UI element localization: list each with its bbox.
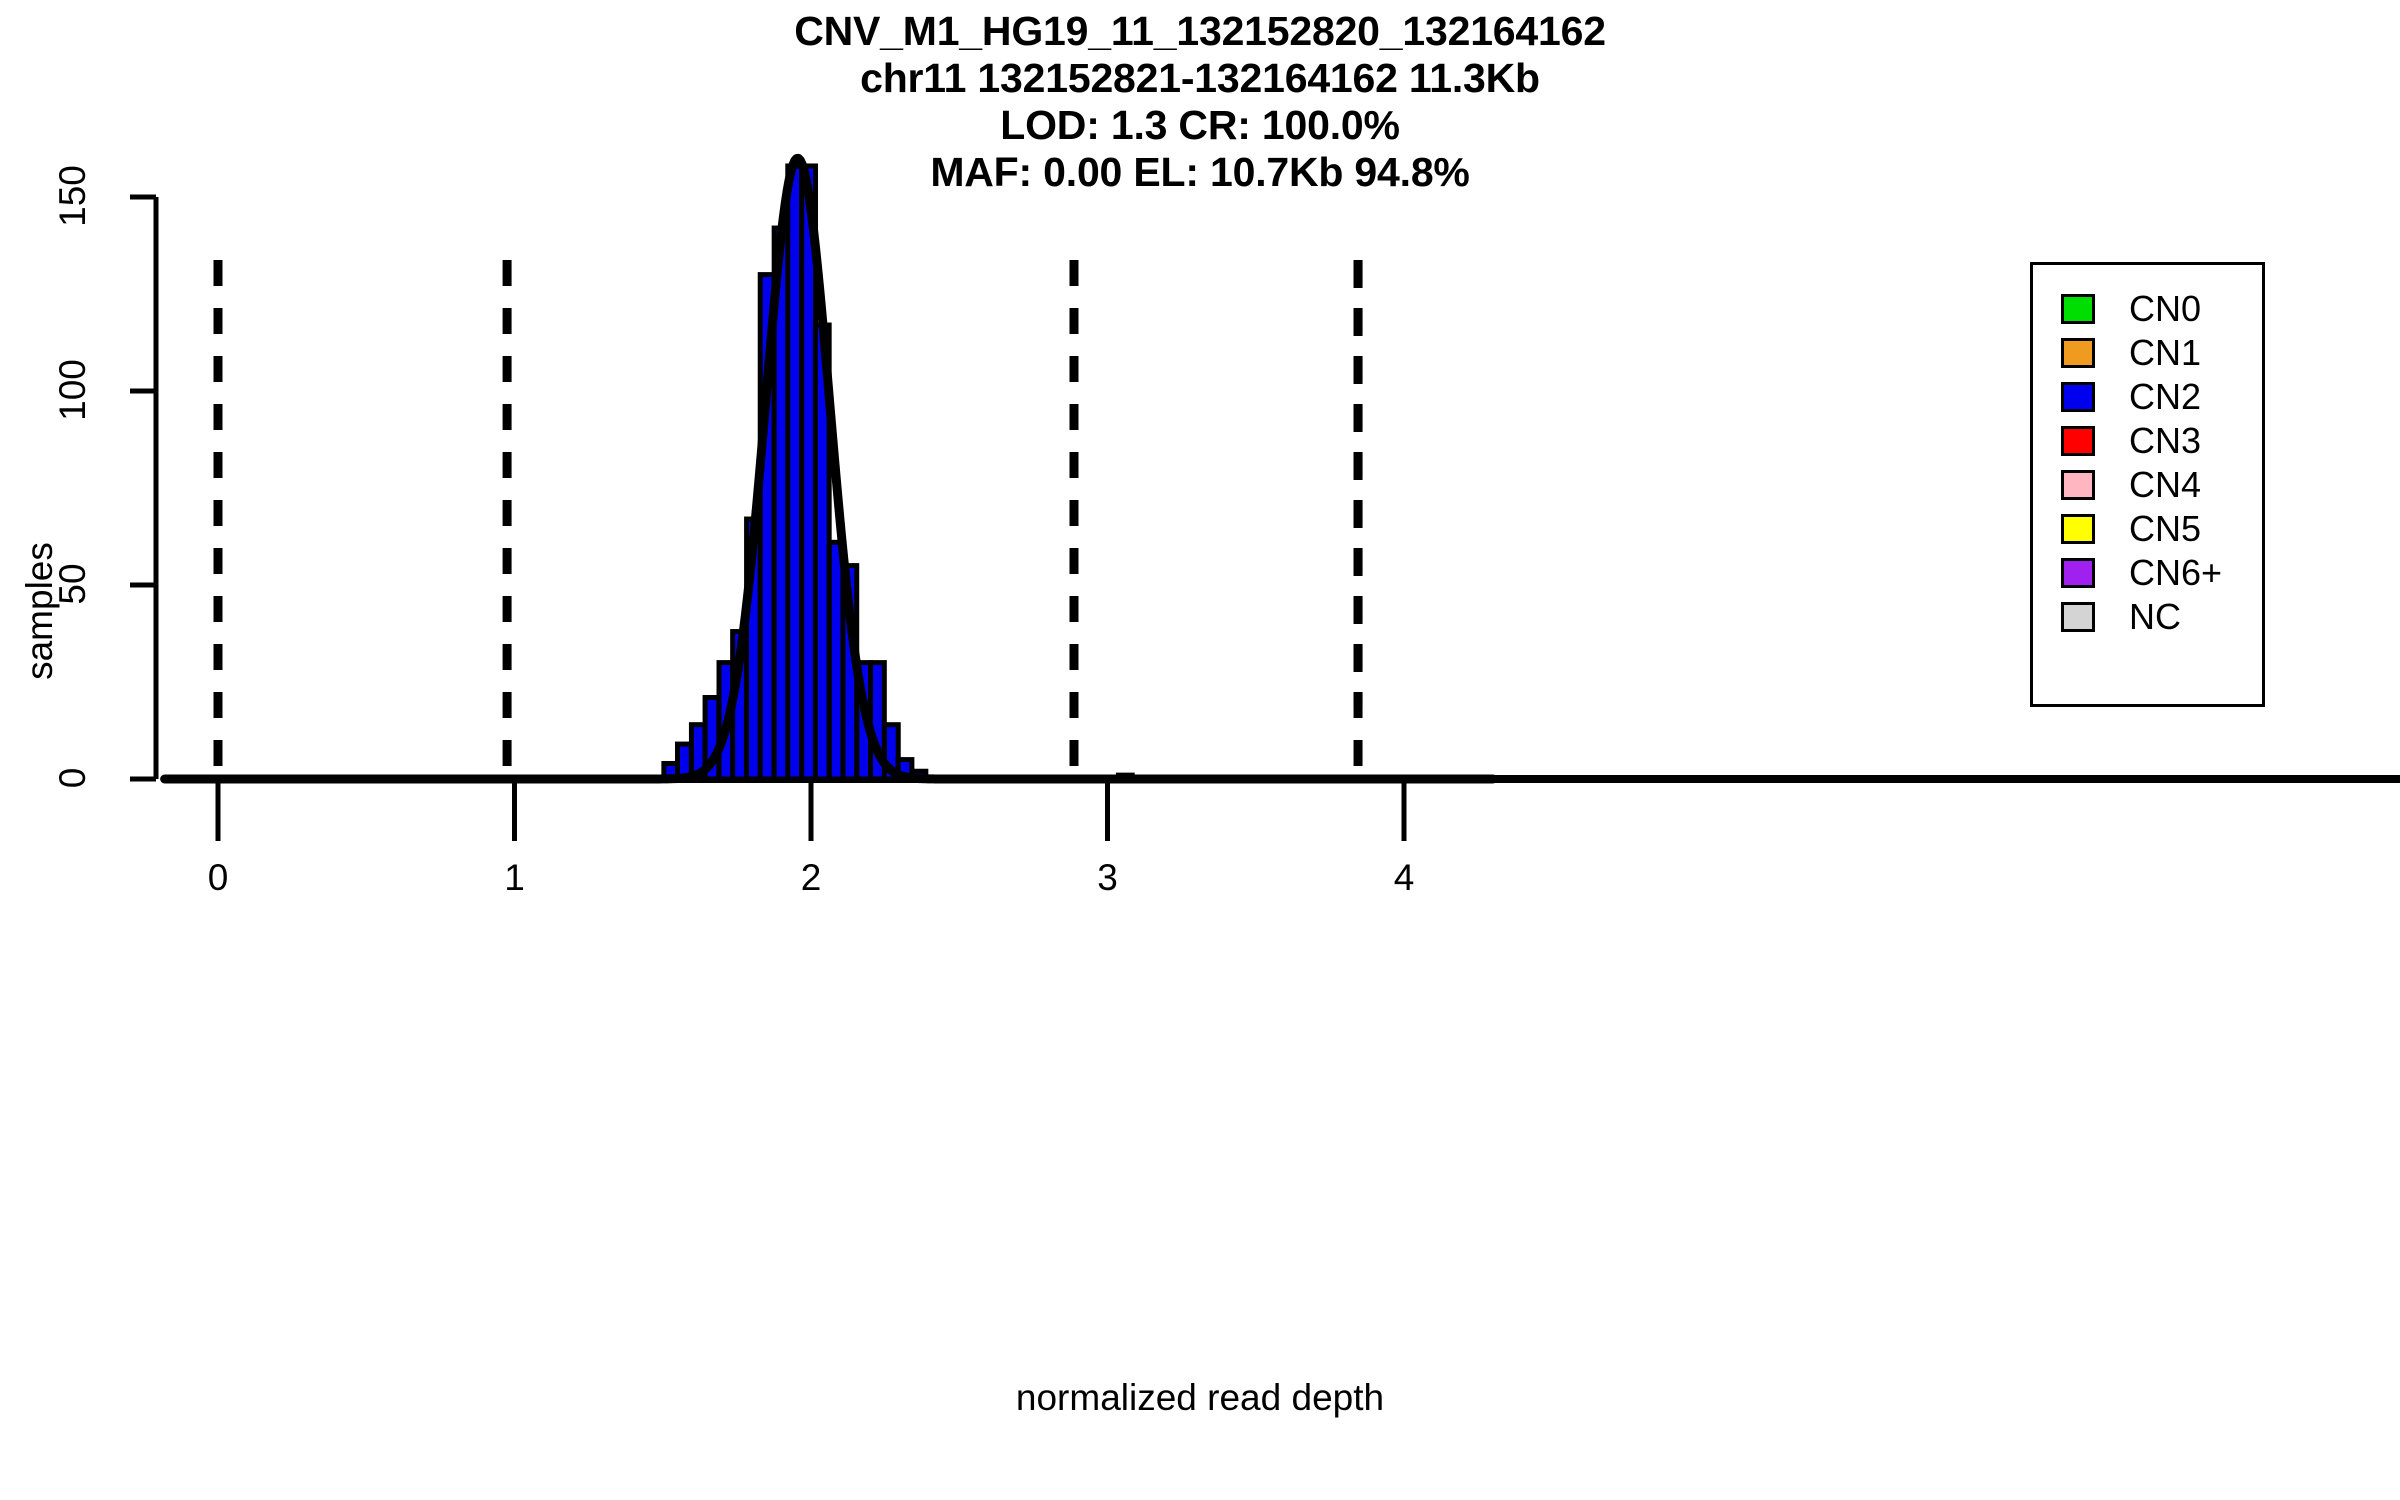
y-tick-label: 150 (52, 165, 93, 227)
title-line-2: chr11 132152821-132164162 11.3Kb (860, 55, 1540, 101)
legend-item-cn1: CN1 (2033, 331, 2262, 375)
y-tick-label: 100 (52, 359, 93, 421)
legend-swatch-icon (2061, 338, 2095, 368)
legend-label: CN6+ (2129, 552, 2223, 593)
x-tick-label: 1 (504, 857, 525, 898)
y-tick-label: 0 (52, 767, 93, 789)
legend-label: CN4 (2129, 464, 2202, 505)
legend-swatch-icon (2061, 470, 2095, 500)
legend-item-cn3: CN3 (2033, 419, 2262, 463)
legend-swatch-icon (2061, 382, 2095, 412)
legend-label: CN0 (2129, 288, 2202, 329)
x-axis-label: normalized read depth (1015, 1377, 1385, 1418)
legend-label: CN1 (2129, 332, 2202, 373)
legend-item-cn6plus: CN6+ (2033, 551, 2262, 595)
y-tick-label: 50 (52, 563, 93, 605)
title-line-1: CNV_M1_HG19_11_132152820_132164162 (794, 8, 1606, 54)
x-tick-label: 0 (207, 857, 229, 898)
legend-item-cn2: CN2 (2033, 375, 2262, 419)
legend: CN0 CN1 CN2 CN3 CN4 CN5 CN6+ NC (2030, 262, 2265, 707)
density-curve-group (160, 153, 1498, 784)
x-tick-label: 3 (1097, 857, 1118, 898)
x-tick-label: 2 (800, 857, 822, 898)
plot-title: CNV_M1_HG19_11_132152820_132164162 chr11… (0, 8, 2400, 196)
legend-swatch-icon (2061, 602, 2095, 632)
legend-swatch-icon (2061, 294, 2095, 324)
legend-label: CN5 (2129, 508, 2202, 549)
legend-label: CN3 (2129, 420, 2202, 461)
legend-label: CN2 (2129, 376, 2202, 417)
density-curve (160, 153, 1498, 784)
title-line-4: MAF: 0.00 EL: 10.7Kb 94.8% (930, 149, 1470, 195)
legend-item-cn5: CN5 (2033, 507, 2262, 551)
title-line-3: LOD: 1.3 CR: 100.0% (1000, 102, 1400, 148)
x-tick-label: 4 (1393, 857, 1415, 898)
legend-swatch-icon (2061, 514, 2095, 544)
legend-swatch-icon (2061, 558, 2095, 588)
legend-item-cn4: CN4 (2033, 463, 2262, 507)
legend-swatch-icon (2061, 426, 2095, 456)
legend-label: NC (2129, 596, 2181, 637)
legend-item-nc: NC (2033, 595, 2262, 639)
legend-item-cn0: CN0 (2033, 287, 2262, 331)
